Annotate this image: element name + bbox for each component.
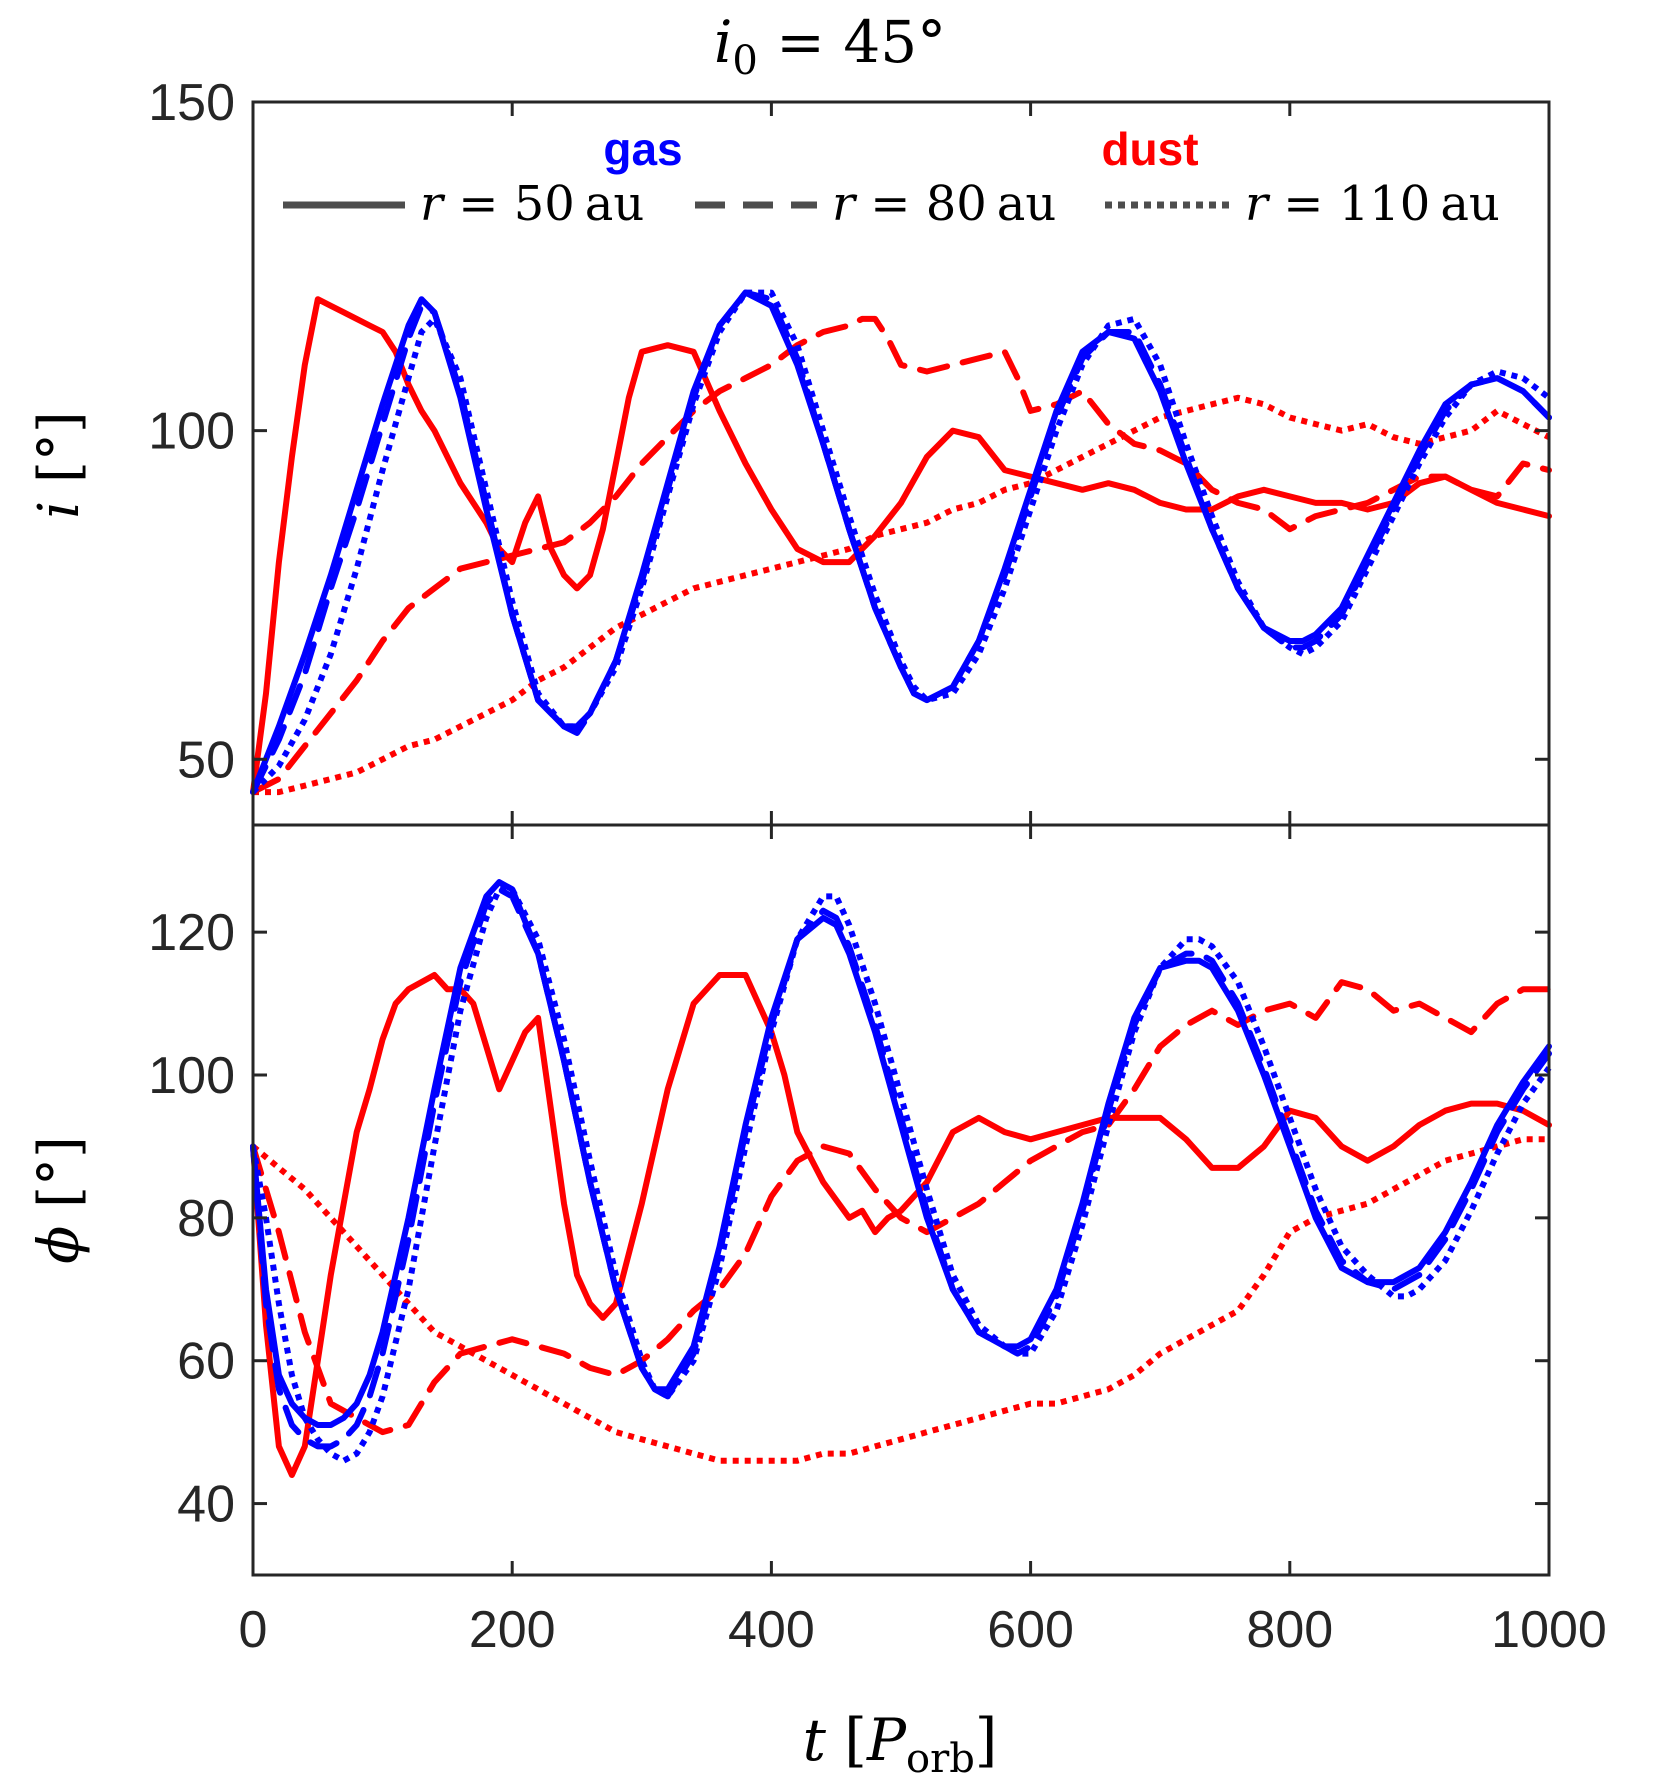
x-tick-label: 200 bbox=[469, 1601, 556, 1659]
legend-entry-80-unit: au bbox=[997, 176, 1057, 232]
series-dust-r110-bottom bbox=[251, 1136, 1549, 1464]
series-dust-r50-top bbox=[250, 296, 1552, 796]
y-tick-label: 60 bbox=[177, 1333, 235, 1391]
series-dust-r110-top bbox=[253, 394, 1551, 796]
y-tick-label: 120 bbox=[148, 904, 235, 962]
y-tick-label: 50 bbox=[177, 731, 235, 789]
top-panel-series bbox=[250, 289, 1552, 796]
series-dust-r80-bottom bbox=[250, 979, 1552, 1436]
legend-entry-80-var: r bbox=[832, 176, 858, 232]
x-tick-label: 0 bbox=[239, 1601, 268, 1659]
top-y-ticks: 50 100 150 bbox=[148, 74, 1549, 789]
series-gas-r110-top bbox=[250, 289, 1551, 795]
bottom-y-axis-var: ϕ bbox=[27, 1226, 92, 1264]
legend-gas-label: gas bbox=[603, 123, 682, 175]
series-gas-r80-bottom bbox=[250, 886, 1552, 1450]
figure-title: i0 = 45° bbox=[714, 8, 946, 84]
legend-entry-50-var: r bbox=[420, 176, 446, 232]
legend-entry-110-value: = 110 bbox=[1268, 176, 1430, 232]
bottom-y-axis-label: ϕ [°] bbox=[27, 1136, 92, 1264]
legend-entry-110-unit: au bbox=[1440, 176, 1500, 232]
bottom-panel-frame bbox=[251, 823, 1551, 1577]
legend-entry-50-value: = 50 bbox=[443, 176, 575, 232]
y-tick-label: 80 bbox=[177, 1190, 235, 1248]
top-y-axis-label: i [°] bbox=[27, 411, 92, 518]
legend-entry-50: r = 50 au bbox=[420, 176, 644, 232]
x-axis-close: ] bbox=[975, 1706, 998, 1774]
x-axis-label: t [Porb] bbox=[803, 1706, 998, 1782]
top-x-ticks bbox=[251, 102, 1551, 825]
x-tick-label: 1000 bbox=[1491, 1601, 1607, 1659]
y-tick-label: 100 bbox=[148, 403, 235, 461]
top-y-axis-var: i bbox=[27, 501, 92, 519]
series-gas-r110-bottom bbox=[250, 886, 1552, 1464]
legend-entry-110-var: r bbox=[1245, 176, 1271, 232]
bottom-panel-series bbox=[250, 879, 1552, 1478]
y-tick-label: 100 bbox=[148, 1047, 235, 1105]
x-tick-label: 800 bbox=[1246, 1601, 1333, 1659]
x-tick-label: 400 bbox=[728, 1601, 815, 1659]
y-tick-label: 40 bbox=[177, 1476, 235, 1534]
x-axis-sub: orb bbox=[906, 1736, 975, 1782]
x-axis-p: P bbox=[866, 1706, 907, 1774]
title-rest: = 45° bbox=[758, 8, 946, 76]
y-tick-label: 150 bbox=[148, 74, 235, 132]
title-var: i bbox=[714, 8, 733, 76]
x-axis-var: t bbox=[803, 1706, 827, 1774]
legend-entry-110: r = 110 au bbox=[1245, 176, 1500, 232]
legend-entry-50-unit: au bbox=[585, 176, 645, 232]
title-sub: 0 bbox=[732, 38, 757, 84]
bottom-panel: 40 60 80 100 120 0 200 400 600 800 1000 ϕ [°] bbox=[27, 823, 1607, 1659]
bottom-y-axis-unit: [°] bbox=[27, 1136, 92, 1226]
series-dust-r80-top bbox=[250, 315, 1552, 796]
bottom-y-ticks: 40 60 80 100 120 bbox=[148, 904, 1549, 1534]
bottom-x-ticks: 0 200 400 600 800 1000 bbox=[239, 825, 1607, 1659]
legend-entry-80: r = 80 au bbox=[832, 176, 1056, 232]
legend-dust-label: dust bbox=[1101, 123, 1198, 175]
legend: gas dust r = 50 au r = 80 au r = 110 au bbox=[283, 123, 1500, 232]
x-tick-label: 600 bbox=[987, 1601, 1074, 1659]
legend-entry-80-value: = 80 bbox=[855, 176, 987, 232]
x-axis-open: [ bbox=[826, 1706, 867, 1774]
top-y-axis-unit: [°] bbox=[27, 411, 92, 501]
